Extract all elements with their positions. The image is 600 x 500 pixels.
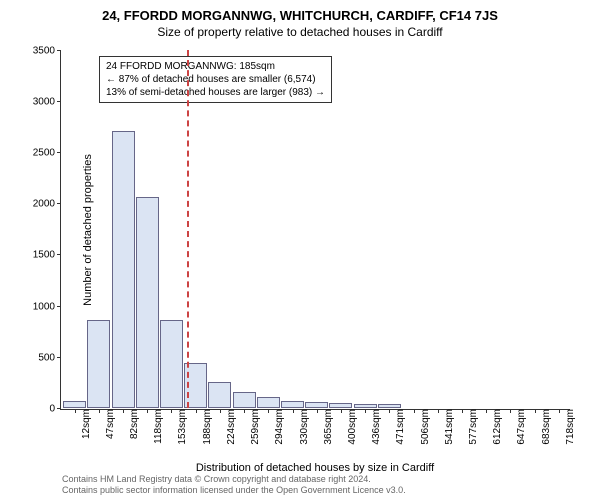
y-tick-label: 3500 — [33, 45, 61, 56]
y-tick-mark — [57, 203, 61, 204]
y-tick-mark — [57, 50, 61, 51]
x-tick-mark — [123, 409, 124, 413]
x-tick-label: 718sqm — [559, 409, 576, 445]
x-tick-mark — [559, 409, 560, 413]
x-tick-mark — [171, 409, 172, 413]
y-tick-mark — [57, 254, 61, 255]
y-tick-mark — [57, 408, 61, 409]
annot-line1: 24 FFORDD MORGANNWG: 185sqm — [106, 60, 325, 73]
histogram-bar — [233, 392, 256, 407]
x-tick-mark — [147, 409, 148, 413]
x-tick-label: 471sqm — [389, 409, 406, 445]
x-tick-mark — [268, 409, 269, 413]
x-tick-label: 436sqm — [365, 409, 382, 445]
x-tick-mark — [389, 409, 390, 413]
histogram-bar — [112, 131, 135, 408]
x-tick-mark — [510, 409, 511, 413]
y-tick-label: 1000 — [33, 301, 61, 312]
x-tick-mark — [99, 409, 100, 413]
x-tick-mark — [341, 409, 342, 413]
histogram-bar — [378, 404, 401, 407]
x-tick-mark — [196, 409, 197, 413]
x-tick-label: 541sqm — [438, 409, 455, 445]
x-tick-mark — [438, 409, 439, 413]
page-subtitle: Size of property relative to detached ho… — [0, 23, 600, 39]
x-tick-label: 12sqm — [75, 409, 92, 439]
histogram-bar — [160, 320, 183, 407]
x-tick-mark — [75, 409, 76, 413]
x-tick-label: 47sqm — [99, 409, 116, 439]
x-tick-mark — [244, 409, 245, 413]
histogram-chart: Number of detached properties Distributi… — [60, 50, 570, 410]
y-tick-label: 500 — [38, 352, 61, 363]
x-tick-mark — [462, 409, 463, 413]
x-tick-mark — [317, 409, 318, 413]
annotation-box: 24 FFORDD MORGANNWG: 185sqm ← 87% of det… — [99, 56, 332, 103]
histogram-bar — [257, 397, 280, 407]
x-tick-label: 294sqm — [268, 409, 285, 445]
x-tick-mark — [414, 409, 415, 413]
annot-line3: 13% of semi-detached houses are larger (… — [106, 86, 325, 99]
y-tick-label: 0 — [49, 404, 61, 415]
x-tick-mark — [293, 409, 294, 413]
footer-attribution: Contains HM Land Registry data © Crown c… — [62, 474, 406, 496]
x-tick-label: 365sqm — [317, 409, 334, 445]
x-tick-label: 647sqm — [510, 409, 527, 445]
x-tick-label: 118sqm — [147, 409, 164, 444]
x-tick-label: 153sqm — [171, 409, 188, 445]
x-axis-label: Distribution of detached houses by size … — [196, 462, 434, 474]
x-tick-label: 506sqm — [414, 409, 431, 445]
annot-line2: ← 87% of detached houses are smaller (6,… — [106, 73, 325, 86]
y-tick-mark — [57, 152, 61, 153]
footer-line2: Contains public sector information licen… — [62, 485, 406, 496]
x-tick-mark — [365, 409, 366, 413]
y-tick-label: 2500 — [33, 147, 61, 158]
histogram-bar — [136, 197, 159, 408]
histogram-bar — [329, 403, 352, 407]
x-tick-label: 400sqm — [341, 409, 358, 445]
page-title: 24, FFORDD MORGANNWG, WHITCHURCH, CARDIF… — [0, 0, 600, 23]
plot-area: 24 FFORDD MORGANNWG: 185sqm ← 87% of det… — [60, 50, 570, 410]
x-tick-label: 188sqm — [196, 409, 213, 445]
x-tick-label: 683sqm — [535, 409, 552, 445]
histogram-bar — [281, 401, 304, 407]
histogram-bar — [63, 401, 86, 407]
histogram-bar — [354, 404, 377, 407]
footer-line1: Contains HM Land Registry data © Crown c… — [62, 474, 406, 485]
x-tick-label: 224sqm — [220, 409, 237, 445]
y-tick-label: 2000 — [33, 199, 61, 210]
x-tick-mark — [220, 409, 221, 413]
histogram-bar — [87, 320, 110, 407]
x-tick-label: 330sqm — [293, 409, 310, 445]
y-tick-label: 3000 — [33, 96, 61, 107]
y-tick-label: 1500 — [33, 250, 61, 261]
y-tick-mark — [57, 101, 61, 102]
x-tick-label: 577sqm — [462, 409, 479, 445]
x-tick-label: 259sqm — [244, 409, 261, 445]
y-tick-mark — [57, 357, 61, 358]
histogram-bar — [305, 402, 328, 407]
x-tick-label: 612sqm — [486, 409, 503, 445]
x-tick-mark — [535, 409, 536, 413]
histogram-bar — [208, 382, 231, 408]
reference-line — [187, 50, 189, 408]
x-tick-label: 82sqm — [123, 409, 140, 439]
y-tick-mark — [57, 306, 61, 307]
x-tick-mark — [486, 409, 487, 413]
